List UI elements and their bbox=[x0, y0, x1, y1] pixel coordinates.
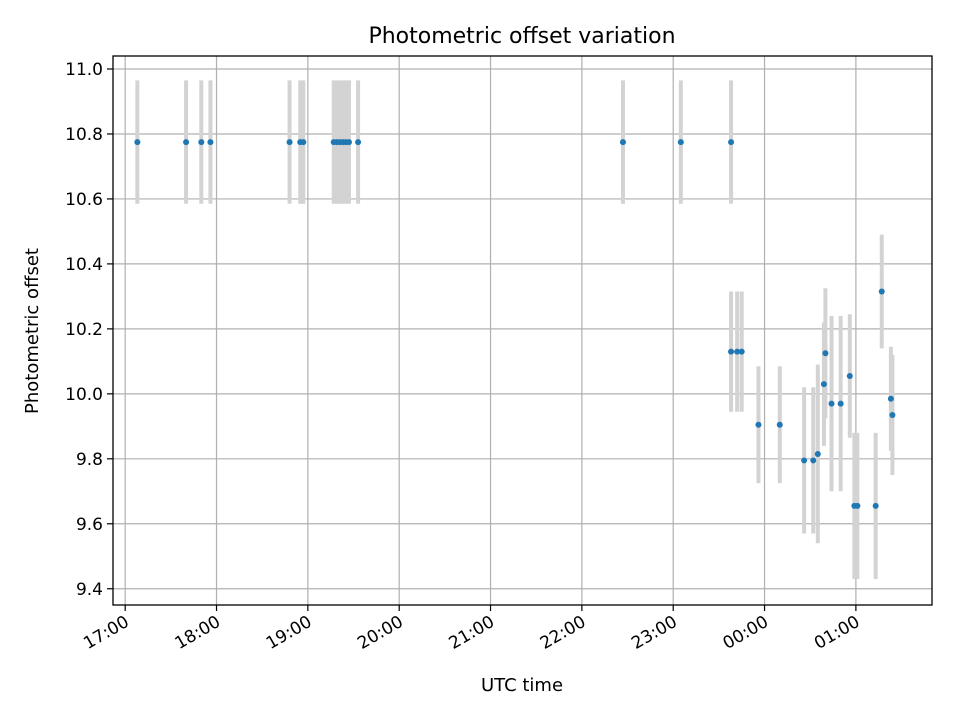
data-point bbox=[183, 139, 190, 146]
data-point bbox=[207, 139, 214, 146]
data-point bbox=[846, 372, 853, 379]
data-point bbox=[814, 450, 821, 457]
data-points bbox=[134, 139, 896, 509]
y-tick-label: 10.0 bbox=[65, 385, 103, 405]
data-point bbox=[300, 139, 307, 146]
y-axis-label: Photometric offset bbox=[22, 248, 43, 414]
data-point bbox=[837, 400, 844, 407]
data-point bbox=[854, 502, 861, 509]
y-tick-label: 9.6 bbox=[76, 515, 103, 535]
data-point bbox=[820, 381, 827, 388]
data-point bbox=[355, 139, 362, 146]
data-point bbox=[734, 348, 741, 355]
data-point bbox=[878, 288, 885, 295]
data-point bbox=[755, 421, 762, 428]
y-tick-label: 10.2 bbox=[65, 320, 103, 340]
y-tick-label: 9.8 bbox=[76, 450, 103, 470]
data-point bbox=[728, 139, 735, 146]
data-point bbox=[828, 400, 835, 407]
data-point bbox=[728, 348, 735, 355]
data-point bbox=[738, 348, 745, 355]
data-point bbox=[872, 502, 879, 509]
data-point bbox=[345, 139, 352, 146]
data-point bbox=[887, 395, 894, 402]
data-point bbox=[198, 139, 205, 146]
data-point bbox=[801, 457, 808, 464]
data-point bbox=[810, 457, 817, 464]
y-tick-label: 10.6 bbox=[65, 190, 103, 210]
y-axis: 9.4 9.6 9.8 10.0 10.2 10.4 10.6 10.8 11.0 bbox=[65, 60, 113, 600]
plot-frame bbox=[112, 55, 933, 606]
grid bbox=[113, 56, 932, 605]
y-tick-label: 11.0 bbox=[65, 60, 103, 80]
data-point bbox=[776, 421, 783, 428]
y-tick-label: 10.4 bbox=[65, 255, 103, 275]
data-point bbox=[619, 139, 626, 146]
data-point bbox=[677, 139, 684, 146]
data-point bbox=[822, 350, 829, 357]
data-point bbox=[134, 139, 141, 146]
x-axis-label: UTC time bbox=[481, 675, 563, 696]
y-tick-label: 10.8 bbox=[65, 125, 103, 145]
data-point bbox=[889, 411, 896, 418]
chart-title: Photometric offset variation bbox=[368, 24, 675, 49]
data-point bbox=[286, 139, 293, 146]
y-tick-label: 9.4 bbox=[76, 580, 103, 600]
